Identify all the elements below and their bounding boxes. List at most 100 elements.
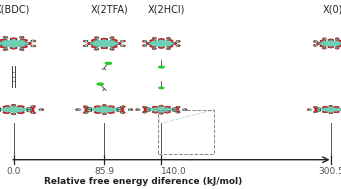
Ellipse shape (165, 107, 169, 108)
Ellipse shape (160, 46, 163, 47)
Ellipse shape (148, 43, 151, 44)
Ellipse shape (40, 109, 42, 110)
Ellipse shape (154, 111, 157, 112)
Ellipse shape (24, 43, 30, 44)
Text: X(2TFA): X(2TFA) (91, 5, 129, 15)
Ellipse shape (17, 111, 24, 113)
Ellipse shape (0, 40, 1, 41)
Ellipse shape (20, 37, 23, 38)
Ellipse shape (146, 110, 149, 111)
Ellipse shape (27, 110, 33, 112)
Ellipse shape (167, 40, 172, 42)
Ellipse shape (168, 40, 171, 41)
Ellipse shape (2, 40, 6, 41)
Ellipse shape (323, 111, 328, 112)
Ellipse shape (328, 40, 333, 41)
Ellipse shape (26, 40, 27, 41)
Ellipse shape (95, 106, 101, 108)
Ellipse shape (85, 106, 87, 107)
Ellipse shape (129, 109, 132, 110)
Text: 85.9: 85.9 (94, 167, 114, 176)
Ellipse shape (93, 41, 116, 46)
Ellipse shape (111, 49, 113, 50)
Ellipse shape (12, 38, 13, 39)
Ellipse shape (318, 43, 323, 44)
Ellipse shape (84, 45, 88, 46)
Text: 300.5: 300.5 (318, 167, 341, 176)
Ellipse shape (99, 106, 100, 107)
Ellipse shape (111, 37, 113, 38)
Ellipse shape (174, 108, 177, 109)
Ellipse shape (97, 83, 103, 85)
Ellipse shape (323, 107, 328, 108)
Ellipse shape (338, 46, 339, 47)
Ellipse shape (145, 110, 150, 111)
Ellipse shape (0, 43, 2, 44)
Ellipse shape (176, 107, 179, 108)
Ellipse shape (329, 106, 332, 107)
Ellipse shape (154, 107, 157, 108)
Ellipse shape (167, 48, 170, 49)
Ellipse shape (146, 108, 149, 109)
Ellipse shape (329, 40, 332, 41)
Ellipse shape (122, 106, 124, 107)
Ellipse shape (28, 110, 32, 111)
Ellipse shape (314, 41, 317, 42)
Ellipse shape (178, 108, 179, 109)
Ellipse shape (20, 40, 26, 41)
Ellipse shape (176, 112, 179, 113)
Ellipse shape (95, 111, 101, 113)
Ellipse shape (315, 45, 316, 46)
Ellipse shape (151, 108, 172, 111)
Ellipse shape (129, 109, 132, 110)
Ellipse shape (315, 41, 316, 42)
Ellipse shape (172, 40, 173, 41)
Ellipse shape (308, 109, 311, 110)
Ellipse shape (87, 110, 91, 111)
Ellipse shape (93, 108, 116, 112)
Ellipse shape (87, 108, 91, 109)
Ellipse shape (336, 38, 339, 39)
Ellipse shape (336, 40, 341, 42)
Ellipse shape (173, 110, 178, 111)
Ellipse shape (95, 49, 99, 50)
Ellipse shape (20, 46, 26, 47)
Ellipse shape (115, 43, 119, 44)
Ellipse shape (1, 108, 26, 112)
Ellipse shape (170, 46, 172, 47)
Ellipse shape (144, 108, 145, 109)
Ellipse shape (150, 40, 151, 41)
Ellipse shape (143, 45, 146, 46)
Ellipse shape (151, 46, 152, 47)
Ellipse shape (95, 37, 99, 38)
Ellipse shape (112, 106, 113, 107)
Ellipse shape (21, 40, 25, 41)
Ellipse shape (171, 43, 175, 44)
Ellipse shape (12, 105, 16, 106)
Ellipse shape (95, 49, 98, 50)
Ellipse shape (101, 47, 107, 48)
Ellipse shape (11, 38, 17, 40)
Ellipse shape (174, 110, 177, 111)
Ellipse shape (5, 107, 9, 108)
Ellipse shape (86, 110, 92, 112)
Ellipse shape (31, 106, 35, 107)
Ellipse shape (22, 106, 23, 107)
Ellipse shape (93, 40, 97, 41)
Ellipse shape (4, 37, 7, 38)
Ellipse shape (309, 109, 310, 110)
Ellipse shape (122, 112, 124, 113)
Ellipse shape (27, 108, 33, 109)
Ellipse shape (31, 111, 32, 112)
Ellipse shape (14, 38, 15, 39)
Ellipse shape (112, 46, 115, 47)
Ellipse shape (335, 107, 338, 108)
Ellipse shape (170, 43, 176, 44)
Ellipse shape (151, 41, 172, 46)
Ellipse shape (329, 46, 332, 47)
Bar (158, 110, 214, 154)
Ellipse shape (4, 106, 5, 107)
Ellipse shape (18, 112, 23, 113)
Ellipse shape (85, 112, 87, 113)
Ellipse shape (13, 105, 15, 106)
